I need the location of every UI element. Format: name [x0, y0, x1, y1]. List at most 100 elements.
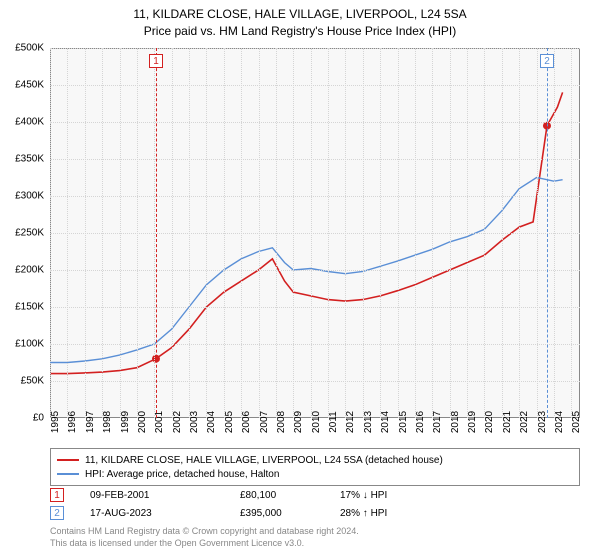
- y-axis-label: £500K: [15, 43, 44, 54]
- marker-badge-1: 1: [50, 488, 64, 502]
- table-delta-cell: 17% ↓ HPI: [340, 490, 460, 501]
- legend-row-1: 11, KILDARE CLOSE, HALE VILLAGE, LIVERPO…: [57, 453, 573, 467]
- y-axis-label: £50K: [21, 376, 44, 387]
- y-axis-label: £300K: [15, 191, 44, 202]
- grid-line-v: [293, 48, 294, 418]
- grid-line-v: [415, 48, 416, 418]
- x-axis-label: 2019: [467, 411, 478, 433]
- grid-line-v: [50, 48, 51, 418]
- x-axis-label: 1995: [50, 411, 61, 433]
- marker-vline: [547, 48, 548, 418]
- y-axis-label: £0: [33, 413, 44, 424]
- grid-line-h: [50, 344, 580, 345]
- table-marker-cell: 1: [50, 488, 90, 502]
- grid-line-v: [484, 48, 485, 418]
- x-axis-label: 2002: [172, 411, 183, 433]
- grid-line-h: [50, 85, 580, 86]
- x-axis-label: 2014: [380, 411, 391, 433]
- x-axis-label: 2010: [311, 411, 322, 433]
- marker-badge-2: 2: [50, 506, 64, 520]
- y-axis-label: £250K: [15, 228, 44, 239]
- grid-line-v: [398, 48, 399, 418]
- x-axis-label: 2000: [137, 411, 148, 433]
- grid-line-v: [554, 48, 555, 418]
- title-line-1: 11, KILDARE CLOSE, HALE VILLAGE, LIVERPO…: [0, 6, 600, 23]
- x-axis-label: 1999: [120, 411, 131, 433]
- table-delta-cell: 28% ↑ HPI: [340, 508, 460, 519]
- x-axis-label: 2025: [571, 411, 582, 433]
- legend: 11, KILDARE CLOSE, HALE VILLAGE, LIVERPO…: [50, 448, 580, 486]
- grid-line-v: [537, 48, 538, 418]
- grid-line-v: [345, 48, 346, 418]
- x-axis-label: 2015: [398, 411, 409, 433]
- marker-badge: 2: [540, 54, 554, 68]
- grid-line-h: [50, 122, 580, 123]
- grid-line-v: [363, 48, 364, 418]
- grid-line-v: [259, 48, 260, 418]
- grid-line-h: [50, 196, 580, 197]
- x-axis-label: 2020: [484, 411, 495, 433]
- footer: Contains HM Land Registry data © Crown c…: [50, 526, 580, 549]
- grid-line-v: [467, 48, 468, 418]
- x-axis-label: 2013: [363, 411, 374, 433]
- y-axis-label: £150K: [15, 302, 44, 313]
- legend-swatch-price-paid: [57, 459, 79, 461]
- table-marker-cell: 2: [50, 506, 90, 520]
- legend-swatch-hpi: [57, 473, 79, 475]
- x-axis-label: 2005: [224, 411, 235, 433]
- grid-line-v: [120, 48, 121, 418]
- grid-line-v: [380, 48, 381, 418]
- table-row: 2 17-AUG-2023 £395,000 28% ↑ HPI: [50, 504, 580, 522]
- table-date-cell: 09-FEB-2001: [90, 490, 240, 501]
- x-axis-label: 2007: [259, 411, 270, 433]
- x-axis-label: 2011: [328, 411, 339, 433]
- x-axis-label: 2023: [537, 411, 548, 433]
- x-axis-label: 1998: [102, 411, 113, 433]
- chart-container: 11, KILDARE CLOSE, HALE VILLAGE, LIVERPO…: [0, 0, 600, 560]
- transactions-table: 1 09-FEB-2001 £80,100 17% ↓ HPI 2 17-AUG…: [50, 486, 580, 522]
- grid-line-v: [276, 48, 277, 418]
- grid-line-v: [432, 48, 433, 418]
- grid-line-h: [50, 270, 580, 271]
- x-axis-label: 1997: [85, 411, 96, 433]
- table-date-cell: 17-AUG-2023: [90, 508, 240, 519]
- grid-line-v: [519, 48, 520, 418]
- grid-line-v: [241, 48, 242, 418]
- grid-line-v: [102, 48, 103, 418]
- footer-line-2: This data is licensed under the Open Gov…: [50, 538, 580, 550]
- x-axis-label: 2016: [415, 411, 426, 433]
- x-axis-label: 2009: [293, 411, 304, 433]
- grid-line-v: [189, 48, 190, 418]
- table-row: 1 09-FEB-2001 £80,100 17% ↓ HPI: [50, 486, 580, 504]
- grid-line-h: [50, 48, 580, 49]
- footer-line-1: Contains HM Land Registry data © Crown c…: [50, 526, 580, 538]
- marker-vline: [156, 48, 157, 418]
- x-axis-label: 2004: [206, 411, 217, 433]
- grid-line-v: [137, 48, 138, 418]
- title-block: 11, KILDARE CLOSE, HALE VILLAGE, LIVERPO…: [0, 0, 600, 40]
- x-axis-label: 2022: [519, 411, 530, 433]
- grid-line-h: [50, 381, 580, 382]
- x-axis-label: 2003: [189, 411, 200, 433]
- chart-area: £0£50K£100K£150K£200K£250K£300K£350K£400…: [50, 48, 580, 418]
- x-axis-label: 2021: [502, 411, 513, 433]
- grid-line-h: [50, 159, 580, 160]
- grid-line-v: [172, 48, 173, 418]
- y-axis-label: £400K: [15, 117, 44, 128]
- x-axis-label: 1996: [67, 411, 78, 433]
- grid-line-v: [571, 48, 572, 418]
- grid-line-v: [450, 48, 451, 418]
- marker-badge: 1: [149, 54, 163, 68]
- y-axis-label: £450K: [15, 80, 44, 91]
- grid-line-v: [67, 48, 68, 418]
- y-axis-label: £100K: [15, 339, 44, 350]
- y-axis-label: £200K: [15, 265, 44, 276]
- x-axis-label: 2024: [554, 411, 565, 433]
- x-axis-label: 2008: [276, 411, 287, 433]
- legend-label-price-paid: 11, KILDARE CLOSE, HALE VILLAGE, LIVERPO…: [85, 455, 443, 466]
- grid-line-h: [50, 233, 580, 234]
- grid-line-v: [224, 48, 225, 418]
- legend-label-hpi: HPI: Average price, detached house, Halt…: [85, 469, 279, 480]
- y-axis-label: £350K: [15, 154, 44, 165]
- x-axis-label: 2018: [450, 411, 461, 433]
